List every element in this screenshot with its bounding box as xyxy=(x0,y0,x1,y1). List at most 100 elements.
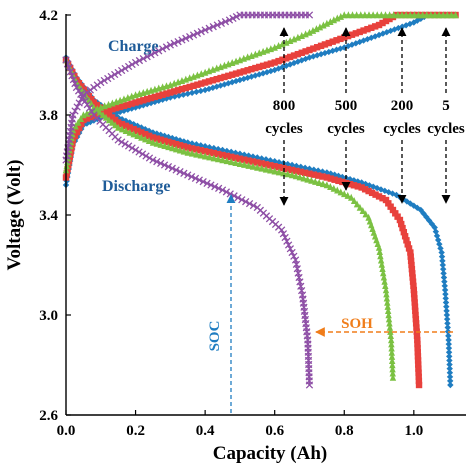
data-point xyxy=(440,274,448,281)
data-point xyxy=(176,168,184,176)
data-point xyxy=(221,18,230,26)
data-point xyxy=(412,320,420,327)
data-point xyxy=(223,157,231,165)
data-point xyxy=(73,103,81,111)
data-point xyxy=(155,92,162,100)
data-point xyxy=(159,91,166,98)
data-point xyxy=(386,11,393,19)
data-point xyxy=(293,162,300,170)
data-point xyxy=(111,121,119,129)
data-point xyxy=(385,200,392,207)
data-point xyxy=(188,145,196,152)
data-point xyxy=(359,207,367,215)
data-point xyxy=(189,31,198,39)
data-point xyxy=(145,154,154,162)
data-point xyxy=(275,158,283,166)
data-point xyxy=(375,21,383,29)
data-point xyxy=(222,188,231,196)
data-point xyxy=(306,46,313,54)
data-point xyxy=(314,172,322,179)
data-point xyxy=(364,25,371,33)
data-point xyxy=(238,196,246,204)
data-point xyxy=(333,37,340,44)
data-point xyxy=(267,157,274,164)
data-point xyxy=(408,261,415,269)
series-charge-800-cycles xyxy=(62,11,314,164)
data-point xyxy=(203,179,211,187)
data-point xyxy=(388,344,395,352)
data-point xyxy=(207,181,215,189)
data-point xyxy=(399,224,406,232)
data-point xyxy=(414,349,421,356)
data-point xyxy=(327,17,334,25)
data-point xyxy=(172,145,180,153)
data-point xyxy=(254,159,261,166)
data-point xyxy=(198,80,205,87)
data-point xyxy=(344,191,351,199)
data-point xyxy=(165,143,172,151)
data-point xyxy=(149,156,157,164)
data-point xyxy=(396,216,404,224)
data-point xyxy=(319,180,327,188)
data-point xyxy=(78,120,85,128)
data-point xyxy=(128,100,135,107)
data-point xyxy=(356,28,363,36)
data-point xyxy=(228,71,236,78)
data-point xyxy=(170,39,178,47)
data-point xyxy=(281,233,289,242)
cycle-label-5-count: 5 xyxy=(442,98,450,114)
data-point xyxy=(168,164,176,172)
data-point xyxy=(345,11,352,19)
data-point xyxy=(412,311,419,319)
data-point xyxy=(297,163,304,171)
series-layer xyxy=(62,11,459,389)
data-point xyxy=(116,103,124,111)
data-point xyxy=(350,182,358,189)
data-point xyxy=(384,307,392,315)
data-point xyxy=(438,253,446,260)
data-point xyxy=(446,377,454,385)
data-point xyxy=(388,352,396,360)
data-point xyxy=(143,100,151,108)
data-point xyxy=(131,146,140,154)
data-point xyxy=(386,323,394,331)
data-point xyxy=(114,123,122,131)
data-point xyxy=(361,11,369,19)
data-point xyxy=(249,162,257,170)
data-point xyxy=(76,124,83,132)
data-point xyxy=(415,377,423,385)
data-point xyxy=(445,336,452,344)
cycle-label-5-unit: cycles xyxy=(427,121,465,137)
data-point xyxy=(85,104,94,112)
data-point xyxy=(308,176,315,184)
data-point xyxy=(398,11,406,19)
data-point xyxy=(78,85,85,93)
data-point xyxy=(219,156,226,164)
data-point xyxy=(164,163,173,171)
data-point xyxy=(411,299,418,306)
data-point xyxy=(236,159,244,167)
data-point xyxy=(414,357,422,364)
data-point xyxy=(360,27,367,34)
data-point xyxy=(124,101,132,108)
data-point xyxy=(384,298,391,306)
data-point xyxy=(201,86,209,94)
data-point xyxy=(124,142,133,150)
data-point xyxy=(415,369,422,376)
data-point xyxy=(414,336,421,344)
data-point xyxy=(147,94,155,102)
data-point xyxy=(286,53,294,61)
data-point xyxy=(120,102,128,110)
data-point xyxy=(358,184,365,191)
data-point xyxy=(452,11,459,19)
data-point xyxy=(412,307,419,315)
y-tick-label: 3.0 xyxy=(39,308,58,324)
data-point xyxy=(117,66,126,75)
data-point xyxy=(305,381,314,389)
data-point xyxy=(153,135,161,142)
data-point xyxy=(352,30,360,37)
data-point xyxy=(245,161,252,169)
data-point xyxy=(157,136,164,143)
data-point xyxy=(431,11,439,19)
data-point xyxy=(444,324,451,331)
